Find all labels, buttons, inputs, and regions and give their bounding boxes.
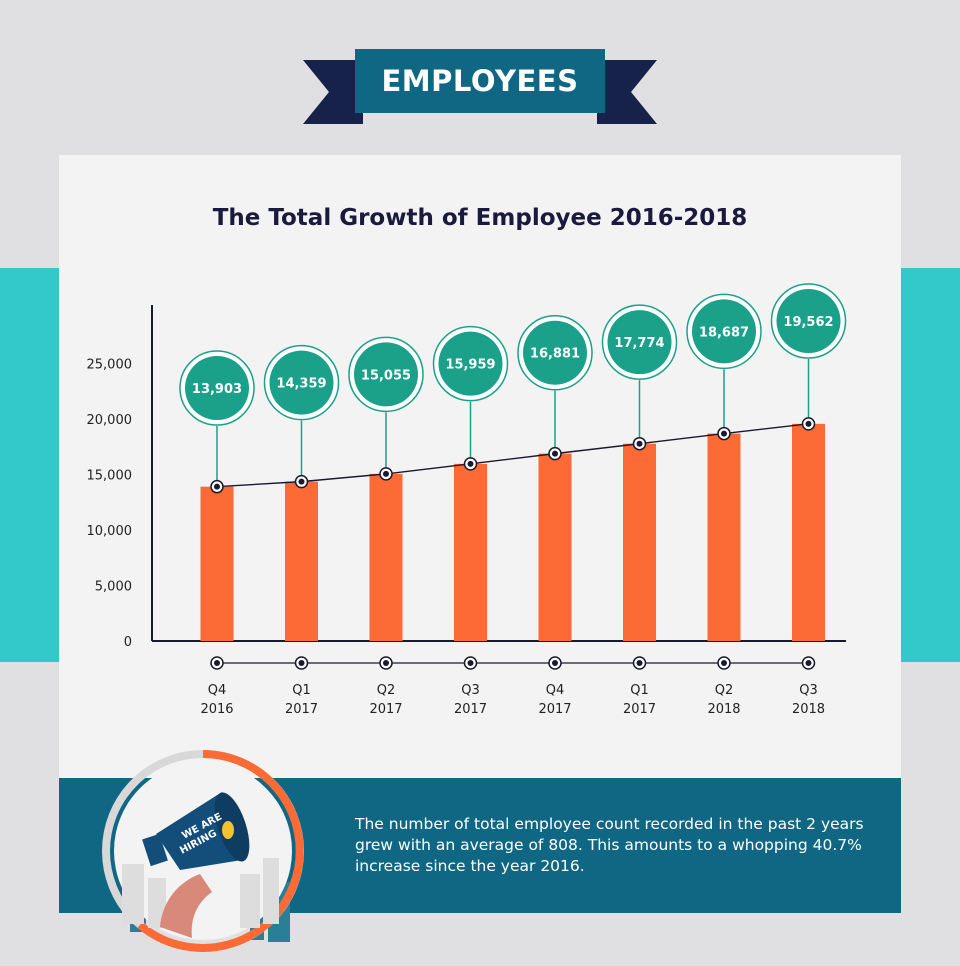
x-tick-label-year: 2017 [538, 702, 571, 717]
badge-ring-progress [137, 750, 304, 952]
data-point-inner [467, 460, 474, 467]
x-marker-inner [383, 660, 389, 666]
x-tick-label-quarter: Q4 [208, 683, 227, 698]
value-label: 14,359 [276, 377, 326, 392]
value-label: 13,903 [192, 382, 242, 397]
value-label: 17,774 [614, 336, 664, 351]
x-tick-label-year: 2018 [792, 702, 825, 717]
bar [707, 433, 741, 641]
data-point-inner [214, 483, 220, 490]
x-marker-inner [467, 660, 474, 666]
bar [623, 443, 656, 641]
value-label: 15,055 [361, 368, 411, 383]
x-marker-inner [805, 660, 812, 666]
x-tick-label-quarter: Q2 [715, 683, 734, 698]
data-point-inner [721, 430, 727, 437]
page-title: EMPLOYEES [381, 64, 579, 98]
x-tick-label-year: 2017 [285, 702, 318, 717]
value-bubble [607, 310, 672, 375]
chart-title: The Total Growth of Employee 2016-2018 [212, 205, 748, 231]
x-tick-label-quarter: Q2 [377, 683, 396, 698]
data-point-inner [383, 470, 389, 477]
data-point-inner [298, 478, 305, 485]
y-tick-label: 10,000 [87, 524, 133, 539]
bar [538, 453, 572, 641]
x-tick-label-quarter: Q4 [546, 683, 565, 698]
megaphone-icon: WE ARE HIRING [142, 792, 250, 938]
x-tick-label-year: 2017 [623, 702, 656, 717]
bar [454, 463, 487, 641]
value-bubble [354, 342, 418, 407]
y-tick-label: 15,000 [87, 469, 133, 484]
x-tick-label-year: 2016 [200, 702, 233, 717]
bar [369, 473, 403, 641]
header-ribbon: EMPLOYEES [303, 46, 657, 126]
value-label: 18,687 [699, 325, 749, 340]
hiring-badge: WE ARE HIRING [102, 750, 304, 952]
bar [285, 481, 318, 641]
value-label: 16,881 [530, 347, 580, 362]
value-bubble [523, 320, 587, 385]
data-point-inner [552, 450, 558, 457]
bar-chart: 0 5,000 10,000 15,000 20,000 25,000 13,903 14,3… [87, 283, 847, 717]
x-tick-label-quarter: Q1 [292, 683, 311, 698]
bar [792, 423, 825, 641]
y-tick-label: 20,000 [87, 413, 133, 428]
ribbon-shape [303, 49, 657, 124]
y-tick-label: 0 [124, 635, 132, 650]
trend-line [216, 423, 809, 488]
value-bubble [776, 289, 841, 353]
x-marker-inner [721, 660, 727, 666]
data-point-inner [636, 440, 643, 447]
y-tick-label: 5,000 [95, 580, 132, 595]
x-tick-label-quarter: Q1 [630, 683, 649, 698]
bar [200, 486, 234, 641]
skyline-inner-icon [122, 858, 279, 928]
x-marker-inner [552, 660, 558, 666]
value-label: 19,562 [783, 315, 833, 330]
footer-description: The number of total employee count recor… [355, 815, 864, 875]
x-tick-label-quarter: Q3 [799, 683, 818, 698]
value-bubble [438, 331, 503, 396]
x-tick-label-year: 2017 [454, 702, 487, 717]
data-point-inner [805, 420, 812, 427]
value-label: 15,959 [445, 358, 495, 373]
x-tick-label-quarter: Q3 [461, 683, 480, 698]
x-tick-label-year: 2018 [707, 702, 740, 717]
x-marker-inner [636, 660, 643, 666]
value-bubble [269, 350, 334, 415]
y-tick-label: 25,000 [87, 358, 133, 373]
x-marker-inner [298, 660, 305, 666]
x-marker-inner [214, 660, 220, 666]
x-tick-label-year: 2017 [369, 702, 402, 717]
value-bubble [185, 356, 249, 420]
value-bubble [692, 299, 756, 364]
